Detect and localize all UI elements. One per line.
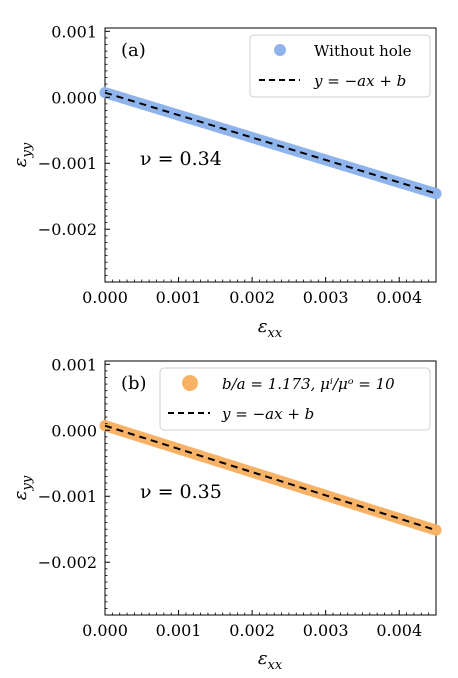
panel-a: 0.000 0.001 0.002 0.003 0.004 0.001 0.000 −0.00… <box>10 22 442 341</box>
x-tick-label: 0.003 <box>303 621 349 640</box>
x-axis-label: εxx <box>258 648 283 673</box>
legend-label-fit: y = −ax + b <box>221 405 314 423</box>
y-tick-label: 0.001 <box>51 355 97 374</box>
series-layer <box>99 87 442 200</box>
legend: b/a = 1.173, μⁱ/μᵒ = 10 y = −ax + b <box>159 367 431 431</box>
y-tick-label: −0.001 <box>38 487 97 506</box>
legend-label-points: Without hole <box>314 42 412 60</box>
y-tick-label: −0.002 <box>38 553 97 572</box>
legend-marker-points <box>274 44 286 56</box>
x-tick-label: 0.000 <box>82 288 128 307</box>
data-point <box>117 425 129 437</box>
data-point <box>117 92 129 104</box>
legend-label-points: b/a = 1.173, μⁱ/μᵒ = 10 <box>222 375 395 393</box>
x-tick-label: 0.004 <box>376 288 422 307</box>
y-tick-label: 0.000 <box>51 421 97 440</box>
data-point <box>154 437 166 449</box>
data-point <box>209 454 221 466</box>
poisson-ratio-annotation: ν = 0.34 <box>140 148 222 170</box>
data-point <box>301 484 313 496</box>
data-point <box>338 495 350 507</box>
y-tick-label: −0.002 <box>38 220 97 239</box>
x-tick-label: 0.003 <box>303 288 349 307</box>
data-point <box>430 524 442 536</box>
data-point <box>209 120 221 132</box>
legend-box <box>249 34 431 98</box>
data-point <box>393 513 405 525</box>
data-point <box>246 466 258 478</box>
x-tick-label: 0.001 <box>156 288 202 307</box>
poisson-ratio-annotation: ν = 0.35 <box>140 481 222 503</box>
x-axis-label: εxx <box>258 316 283 341</box>
legend-label-fit: y = −ax + b <box>313 72 406 90</box>
tick-layer: 0.000 0.001 0.002 0.003 0.004 0.001 0.000 −0.00… <box>38 355 430 640</box>
x-tick-label: 0.002 <box>229 288 275 307</box>
data-point <box>430 188 442 200</box>
plot-frame <box>104 27 437 283</box>
panel-b: 0.000 0.001 0.002 0.003 0.004 0.001 0.000 −0.00… <box>10 355 442 673</box>
data-point <box>246 132 258 144</box>
legend: Without hole y = −ax + b <box>249 34 431 98</box>
data-point <box>301 148 313 160</box>
y-axis-label: εyy <box>10 475 35 500</box>
x-tick-label: 0.001 <box>156 621 202 640</box>
tick-layer: 0.000 0.001 0.002 0.003 0.004 0.001 0.000 −0.00… <box>38 22 430 307</box>
y-axis-label: εyy <box>10 142 35 167</box>
y-tick-label: 0.000 <box>51 88 97 107</box>
legend-marker-points <box>182 375 198 391</box>
data-point <box>154 103 166 115</box>
panel-label: (b) <box>121 373 147 394</box>
x-tick-label: 0.004 <box>376 621 422 640</box>
fit-line <box>104 424 437 532</box>
data-point <box>393 176 405 188</box>
panel-label: (a) <box>121 40 146 61</box>
series-layer <box>99 420 442 536</box>
data-point <box>338 160 350 172</box>
plot-frame <box>104 360 437 616</box>
x-tick-label: 0.002 <box>229 621 275 640</box>
y-tick-label: −0.001 <box>38 154 97 173</box>
fit-line <box>104 91 437 195</box>
x-tick-label: 0.000 <box>82 621 128 640</box>
legend-box <box>159 367 431 431</box>
y-tick-label: 0.001 <box>51 22 97 41</box>
